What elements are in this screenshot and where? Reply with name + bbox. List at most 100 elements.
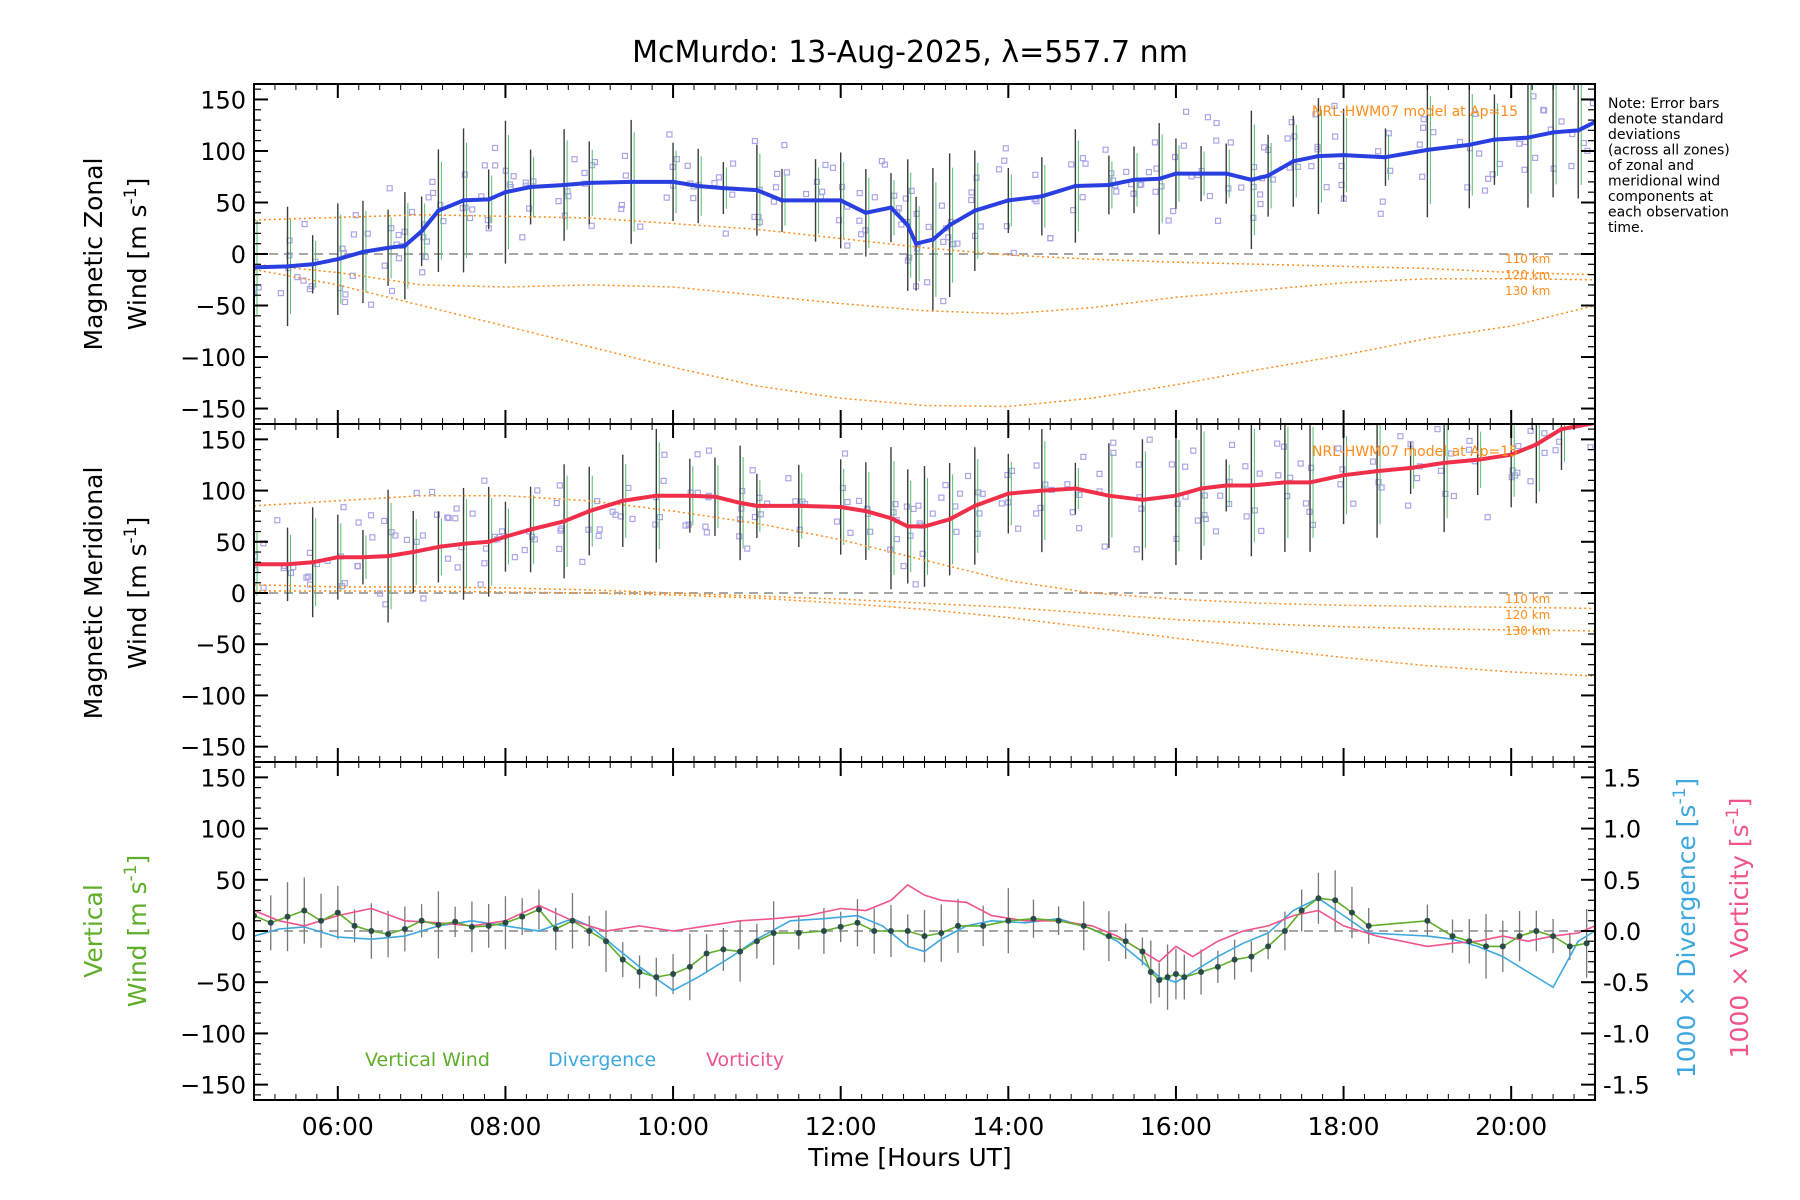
scatter-point xyxy=(1153,165,1160,172)
scatter-point xyxy=(553,499,560,507)
data-point xyxy=(411,549,416,555)
model-line xyxy=(254,584,1595,632)
data-point xyxy=(360,249,366,255)
scatter-point xyxy=(420,234,427,241)
scatter-point xyxy=(433,511,441,518)
scatter-point xyxy=(1171,153,1179,161)
scatter-point xyxy=(1214,217,1222,224)
chart-title: McMurdo: 13-Aug-2025, λ=557.7 nm xyxy=(632,35,1188,70)
scatter-point xyxy=(1308,163,1315,170)
scatter-point xyxy=(1037,504,1044,512)
scatter-point xyxy=(381,262,388,269)
scatter-point xyxy=(1521,166,1528,173)
data-point xyxy=(1424,917,1431,924)
scatter-point xyxy=(1430,129,1437,136)
scatter-point xyxy=(301,220,308,228)
y-axis-label-line2: Wind [m s-1] xyxy=(121,517,152,670)
data-point xyxy=(385,553,391,559)
x-tick-label: 18:00 xyxy=(1308,1112,1380,1141)
scatter-point xyxy=(803,190,810,198)
scatter-point xyxy=(774,170,781,177)
scatter-point xyxy=(844,242,851,249)
scatter-point xyxy=(1076,491,1083,499)
scatter-point xyxy=(722,230,729,237)
data-point xyxy=(1566,943,1573,950)
data-point xyxy=(351,922,358,929)
scatter-point xyxy=(1194,517,1201,524)
scatter-point xyxy=(1294,163,1302,170)
scatter-point xyxy=(663,194,670,201)
scatter-point xyxy=(1476,150,1483,157)
x-tick-label: 10:00 xyxy=(637,1112,709,1141)
model-height-label: 110 km xyxy=(1505,592,1550,606)
data-point xyxy=(972,503,977,509)
data-point xyxy=(1281,928,1288,934)
scatter-point xyxy=(1002,145,1009,152)
scatter-point xyxy=(637,223,644,230)
scatter-point xyxy=(751,137,759,145)
scatter-point xyxy=(364,230,371,237)
scatter-point xyxy=(519,234,526,241)
data-point xyxy=(1282,480,1288,485)
scatter-point xyxy=(1308,464,1315,471)
scatter-point xyxy=(729,160,737,167)
scatter-point xyxy=(964,472,972,480)
right-tick-label: -1.5 xyxy=(1603,1072,1650,1100)
scatter-point xyxy=(596,526,603,533)
data-point xyxy=(535,906,542,913)
scatter-point xyxy=(352,212,359,219)
scatter-point xyxy=(1532,154,1539,161)
y-tick-label: −50 xyxy=(195,631,246,659)
y-tick-label: −100 xyxy=(180,344,246,372)
data-point xyxy=(863,508,869,514)
data-point xyxy=(1105,933,1112,940)
data-point xyxy=(1147,968,1154,975)
scatter-point xyxy=(1145,169,1152,176)
scatter-point xyxy=(1527,478,1534,485)
data-point xyxy=(1525,135,1531,140)
scatter-point xyxy=(1174,500,1181,508)
scatter-point xyxy=(454,564,461,571)
model-label: NRL-HWM07 model at Ap=15 xyxy=(1312,104,1518,120)
scatter-point xyxy=(898,221,905,228)
data-point xyxy=(385,931,392,938)
scatter-point xyxy=(339,245,346,252)
data-point xyxy=(436,544,441,550)
scatter-point xyxy=(1541,449,1548,456)
scatter-point xyxy=(1228,441,1236,448)
panel-vertical: 1.5 1.0 0.5 0.0 -0.5 -1.0 -1.5 Vertical Wind Div… xyxy=(79,761,1754,1101)
scatter-point xyxy=(1212,528,1220,535)
x-axis-label: Time [Hours UT] xyxy=(807,1143,1011,1172)
data-point xyxy=(285,264,290,269)
data-point xyxy=(1332,897,1339,904)
data-point xyxy=(503,534,508,539)
scatter-point xyxy=(1465,446,1473,453)
data-point xyxy=(737,500,743,506)
scatter-point xyxy=(248,292,253,297)
scatter-point xyxy=(1227,139,1234,146)
scatter-point xyxy=(666,131,673,138)
scatter-point xyxy=(694,451,701,458)
scatter-point xyxy=(1217,492,1224,499)
data-point xyxy=(1265,943,1272,950)
scatter-point xyxy=(581,169,588,177)
data-point xyxy=(503,189,508,195)
scatter-point xyxy=(792,498,799,505)
data-point xyxy=(921,933,928,940)
scatter-point xyxy=(469,510,476,517)
scatter-point xyxy=(1015,525,1022,532)
data-point xyxy=(820,928,827,934)
data-point xyxy=(1006,491,1011,496)
scatter-point xyxy=(1602,79,1607,84)
data-point xyxy=(335,256,341,262)
x-tick-label: 08:00 xyxy=(469,1112,541,1141)
scatter-point xyxy=(381,517,388,525)
scatter-point xyxy=(625,484,632,492)
scatter-point xyxy=(1096,470,1103,477)
scatter-point xyxy=(1378,484,1385,491)
scatter-point xyxy=(736,533,743,540)
scatter-point xyxy=(953,528,960,535)
data-line-vertical-wind xyxy=(254,897,1587,982)
scatter-point xyxy=(1489,171,1496,178)
